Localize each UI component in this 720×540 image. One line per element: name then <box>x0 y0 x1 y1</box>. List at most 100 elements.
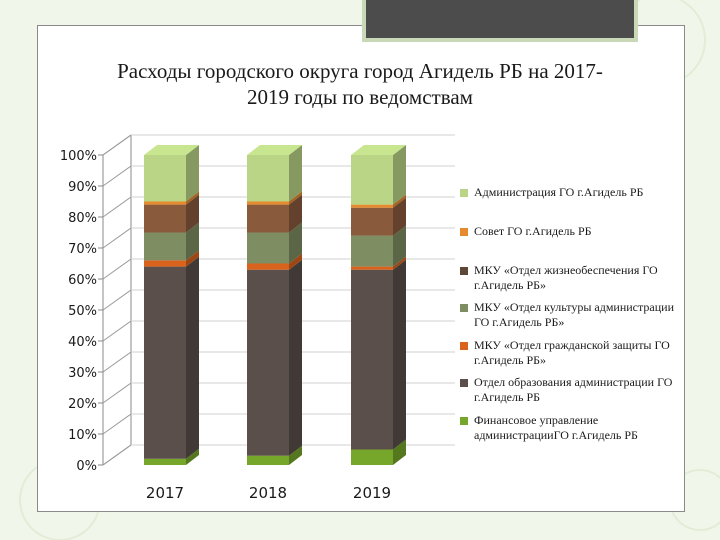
y-tick-label: 70% <box>68 242 97 257</box>
chart-title: Расходы городского округа город Агидель … <box>60 58 660 110</box>
legend-label: Совет ГО г.Агидель РБ <box>474 224 592 238</box>
legend-label: МКУ «Отдел культуры администрации ГО г.А… <box>474 300 674 329</box>
y-tick-label: 50% <box>68 304 97 319</box>
legend-swatch <box>460 417 468 425</box>
bar-segment-front <box>247 155 289 202</box>
legend-label: Финансовое управление администрацииГО г.… <box>474 413 638 442</box>
bar-segment-front <box>144 260 186 267</box>
gridline-diagonal <box>102 320 132 342</box>
bar-segment <box>351 197 406 236</box>
bar-segment <box>247 194 302 233</box>
legend-item: МКУ «Отдел жизнеобеспечения ГО г.Агидель… <box>460 263 679 293</box>
bar-segment-side <box>393 259 406 450</box>
bar-top-face <box>247 145 302 155</box>
legend-item: Совет ГО г.Агидель РБ <box>460 224 679 239</box>
bar-segment-front <box>144 201 186 205</box>
bar-segment <box>144 145 199 202</box>
bar-segment <box>247 222 302 264</box>
bar-segment-side <box>393 439 406 465</box>
bar-segment <box>351 194 406 208</box>
legend-item: МКУ «Отдел гражданской защиты ГО г.Агиде… <box>460 338 679 368</box>
bar-segment <box>247 191 302 205</box>
bar-segment <box>144 194 199 233</box>
bar-segment <box>247 253 302 270</box>
bar-stack-2019 <box>351 145 406 465</box>
bar-segment <box>247 259 302 456</box>
bar-segment-side <box>186 222 199 261</box>
gridline-diagonal <box>102 227 132 249</box>
bar-segment <box>144 256 199 459</box>
bar-segment-front <box>247 269 289 456</box>
y-tick-label: 40% <box>68 335 97 350</box>
bar-segment-side <box>186 191 199 205</box>
bar-stack-2017 <box>144 145 199 465</box>
bar-segment-side <box>186 194 199 233</box>
gridline-diagonal <box>102 165 132 187</box>
bar-segment <box>351 225 406 267</box>
y-tick-label: 60% <box>68 273 97 288</box>
bar-segment-front <box>144 266 186 459</box>
legend-label: Администрация ГО г.Агидель РБ <box>474 185 644 199</box>
bar-segment-front <box>351 235 393 267</box>
legend-label: Отдел образования администрации ГО г.Аги… <box>474 375 673 404</box>
bar-segment <box>351 145 406 205</box>
y-tick-label: 20% <box>68 397 97 412</box>
bar-segment-front <box>351 207 393 236</box>
y-axis-tick-labels: 0% 10% 20% 30% 40% 50% 60% 70% 80% 90% 100% <box>60 149 97 474</box>
bar-segment-front <box>351 269 393 450</box>
bar-segment <box>144 448 199 465</box>
bar-segment-side <box>289 253 302 270</box>
chart-bars <box>144 145 406 465</box>
bar-segment-front <box>351 204 393 208</box>
gridline-diagonal <box>102 351 132 373</box>
bar-segment-front <box>351 155 393 205</box>
gridline-diagonal <box>102 289 132 311</box>
legend-label: МКУ «Отдел гражданской защиты ГО г.Агиде… <box>474 338 670 367</box>
bar-segment <box>351 259 406 450</box>
legend-label: МКУ «Отдел жизнеобеспечения ГО г.Агидель… <box>474 263 658 292</box>
bar-segment <box>144 222 199 261</box>
bar-segment-front <box>351 266 393 270</box>
bar-top-face <box>351 145 406 155</box>
bar-segment <box>144 250 199 267</box>
bar-segment-front <box>144 155 186 202</box>
x-tick-label: 2017 <box>146 484 184 502</box>
bar-segment-side <box>289 194 302 233</box>
bar-segment <box>351 256 406 270</box>
bar-segment-front <box>247 204 289 233</box>
bar-segment-side <box>289 445 302 465</box>
bar-segment <box>247 445 302 465</box>
legend-item: Финансовое управление администрацииГО г.… <box>460 413 679 443</box>
x-tick-label: 2018 <box>249 484 287 502</box>
bar-segment-front <box>247 232 289 264</box>
bar-segment-front <box>144 232 186 261</box>
bar-segment-side <box>393 197 406 236</box>
bar-segment-side <box>289 259 302 456</box>
bar-segment-front <box>144 204 186 233</box>
gridline-diagonal <box>102 382 132 404</box>
decorative-tab <box>362 0 638 42</box>
y-tick-label: 10% <box>68 428 97 443</box>
bar-segment-side <box>186 256 199 459</box>
legend-swatch <box>460 267 468 275</box>
gridline-diagonal <box>102 134 132 156</box>
y-tick-label: 80% <box>68 211 97 226</box>
chart-title-line-2: 2019 годы по ведомствам <box>247 85 473 109</box>
y-tick-label: 0% <box>76 459 97 474</box>
bar-segment-side <box>186 250 199 267</box>
bar-segment-side <box>289 145 302 202</box>
bar-segment-side <box>186 145 199 202</box>
bar-segment <box>247 145 302 202</box>
legend-swatch <box>460 189 468 197</box>
legend-swatch <box>460 304 468 312</box>
bar-segment-side <box>393 225 406 267</box>
legend-swatch <box>460 379 468 387</box>
bar-segment-front <box>247 455 289 465</box>
legend-item: МКУ «Отдел культуры администрации ГО г.А… <box>460 300 679 330</box>
bar-stack-2018 <box>247 145 302 465</box>
y-tick-label: 30% <box>68 366 97 381</box>
x-axis-tick-labels: 2017 2018 2019 <box>146 484 391 502</box>
legend-item: Отдел образования администрации ГО г.Аги… <box>460 375 679 405</box>
bar-segment-side <box>186 448 199 465</box>
